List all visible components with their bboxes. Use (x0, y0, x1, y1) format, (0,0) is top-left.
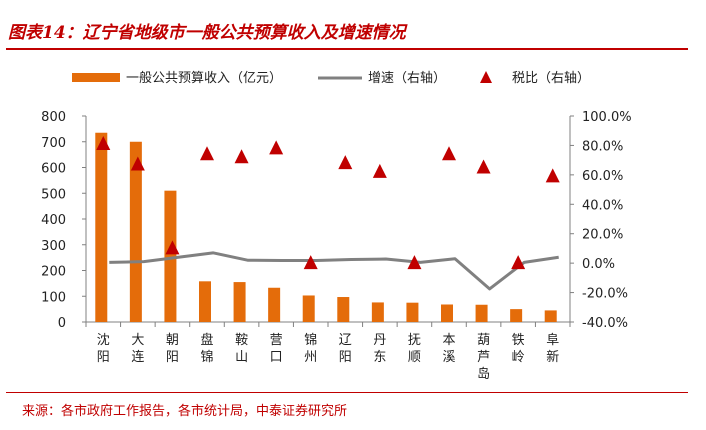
legend-label-tax: 税比（右轴） (512, 71, 590, 86)
y-right-tick-label: 60.0% (582, 169, 623, 184)
x-category-label: 辽阳 (339, 333, 352, 365)
x-category-label: 阜新 (546, 332, 559, 365)
growth-line (109, 251, 559, 291)
bar-7 (337, 297, 350, 322)
bar-5 (268, 287, 281, 322)
title-rule (6, 48, 688, 50)
tax-marker-1 (130, 156, 145, 171)
figure-title: 图表14：辽宁省地级市一般公共预算收入及增速情况 (8, 23, 406, 43)
y-right-tick-label: 40.0% (582, 198, 623, 213)
bar-12 (510, 309, 523, 322)
tax-marker-13 (545, 168, 560, 183)
tax-marker-6 (303, 255, 318, 270)
legend-swatch-tax (480, 71, 492, 83)
legend-swatch-revenue (72, 73, 120, 82)
x-category-label: 沈阳 (97, 333, 110, 365)
bar-13 (544, 310, 557, 322)
x-category-label: 锦州 (304, 333, 317, 365)
tax-marker-12 (511, 255, 526, 270)
bar-4 (233, 282, 246, 322)
x-category-label: 铁岭 (512, 333, 525, 365)
y-left-tick-label: 100 (41, 290, 66, 305)
y-right-tick-label: 20.0% (582, 228, 623, 243)
bar-8 (371, 302, 384, 322)
y-right-tick-label: -40.0% (582, 316, 628, 331)
tax-marker-10 (442, 146, 456, 161)
x-category-label: 大连 (131, 333, 144, 365)
y-right-tick-label: -20.0% (582, 287, 628, 302)
source-note: 来源：各市政府工作报告，各市统计局，中泰证券研究所 (22, 404, 348, 419)
y-right-tick-label: 0.0% (582, 257, 615, 272)
y-left-tick-label: 800 (41, 110, 66, 125)
x-category-label: 朝阳 (166, 333, 179, 365)
bar-9 (406, 302, 419, 322)
source-rule (6, 392, 688, 393)
tax-marker-4 (234, 149, 249, 164)
x-category-label: 营口 (270, 333, 283, 365)
x-category-label: 抚顺 (408, 333, 421, 365)
y-left-tick-label: 700 (41, 136, 66, 151)
y-left-tick-label: 200 (41, 265, 66, 280)
y-right-tick-label: 80.0% (582, 139, 623, 154)
tax-marker-3 (200, 146, 214, 161)
tax-marker-7 (338, 155, 353, 170)
bar-2 (164, 190, 177, 322)
bar-6 (302, 295, 315, 322)
y-left-tick-label: 300 (41, 239, 66, 254)
y-left-tick-label: 0 (58, 316, 66, 331)
bar-10 (441, 304, 453, 322)
tax-marker-9 (407, 255, 422, 270)
legend-label-growth: 增速（右轴） (368, 71, 446, 86)
y-right-tick-label: 100.0% (582, 110, 632, 125)
x-category-label: 盘锦 (200, 332, 213, 365)
tax-marker-5 (269, 140, 284, 155)
x-category-label: 丹东 (373, 333, 386, 365)
x-category-label: 葫芦岛 (477, 333, 490, 382)
x-category-label: 鞍山 (235, 332, 248, 365)
x-category-label: 本溪 (442, 333, 455, 365)
y-left-tick-label: 400 (41, 213, 66, 228)
bar-11 (475, 304, 488, 322)
bar-1 (129, 141, 142, 322)
tax-marker-11 (476, 159, 491, 174)
y-left-tick-label: 600 (41, 162, 66, 177)
bar-3 (199, 281, 211, 322)
tax-marker-0 (96, 135, 111, 150)
tax-marker-8 (372, 163, 387, 178)
y-left-tick-label: 500 (41, 187, 66, 202)
legend-label-revenue: 一般公共预算收入（亿元） (126, 70, 282, 86)
tax-marker-2 (165, 240, 180, 255)
bar-0 (95, 132, 108, 322)
